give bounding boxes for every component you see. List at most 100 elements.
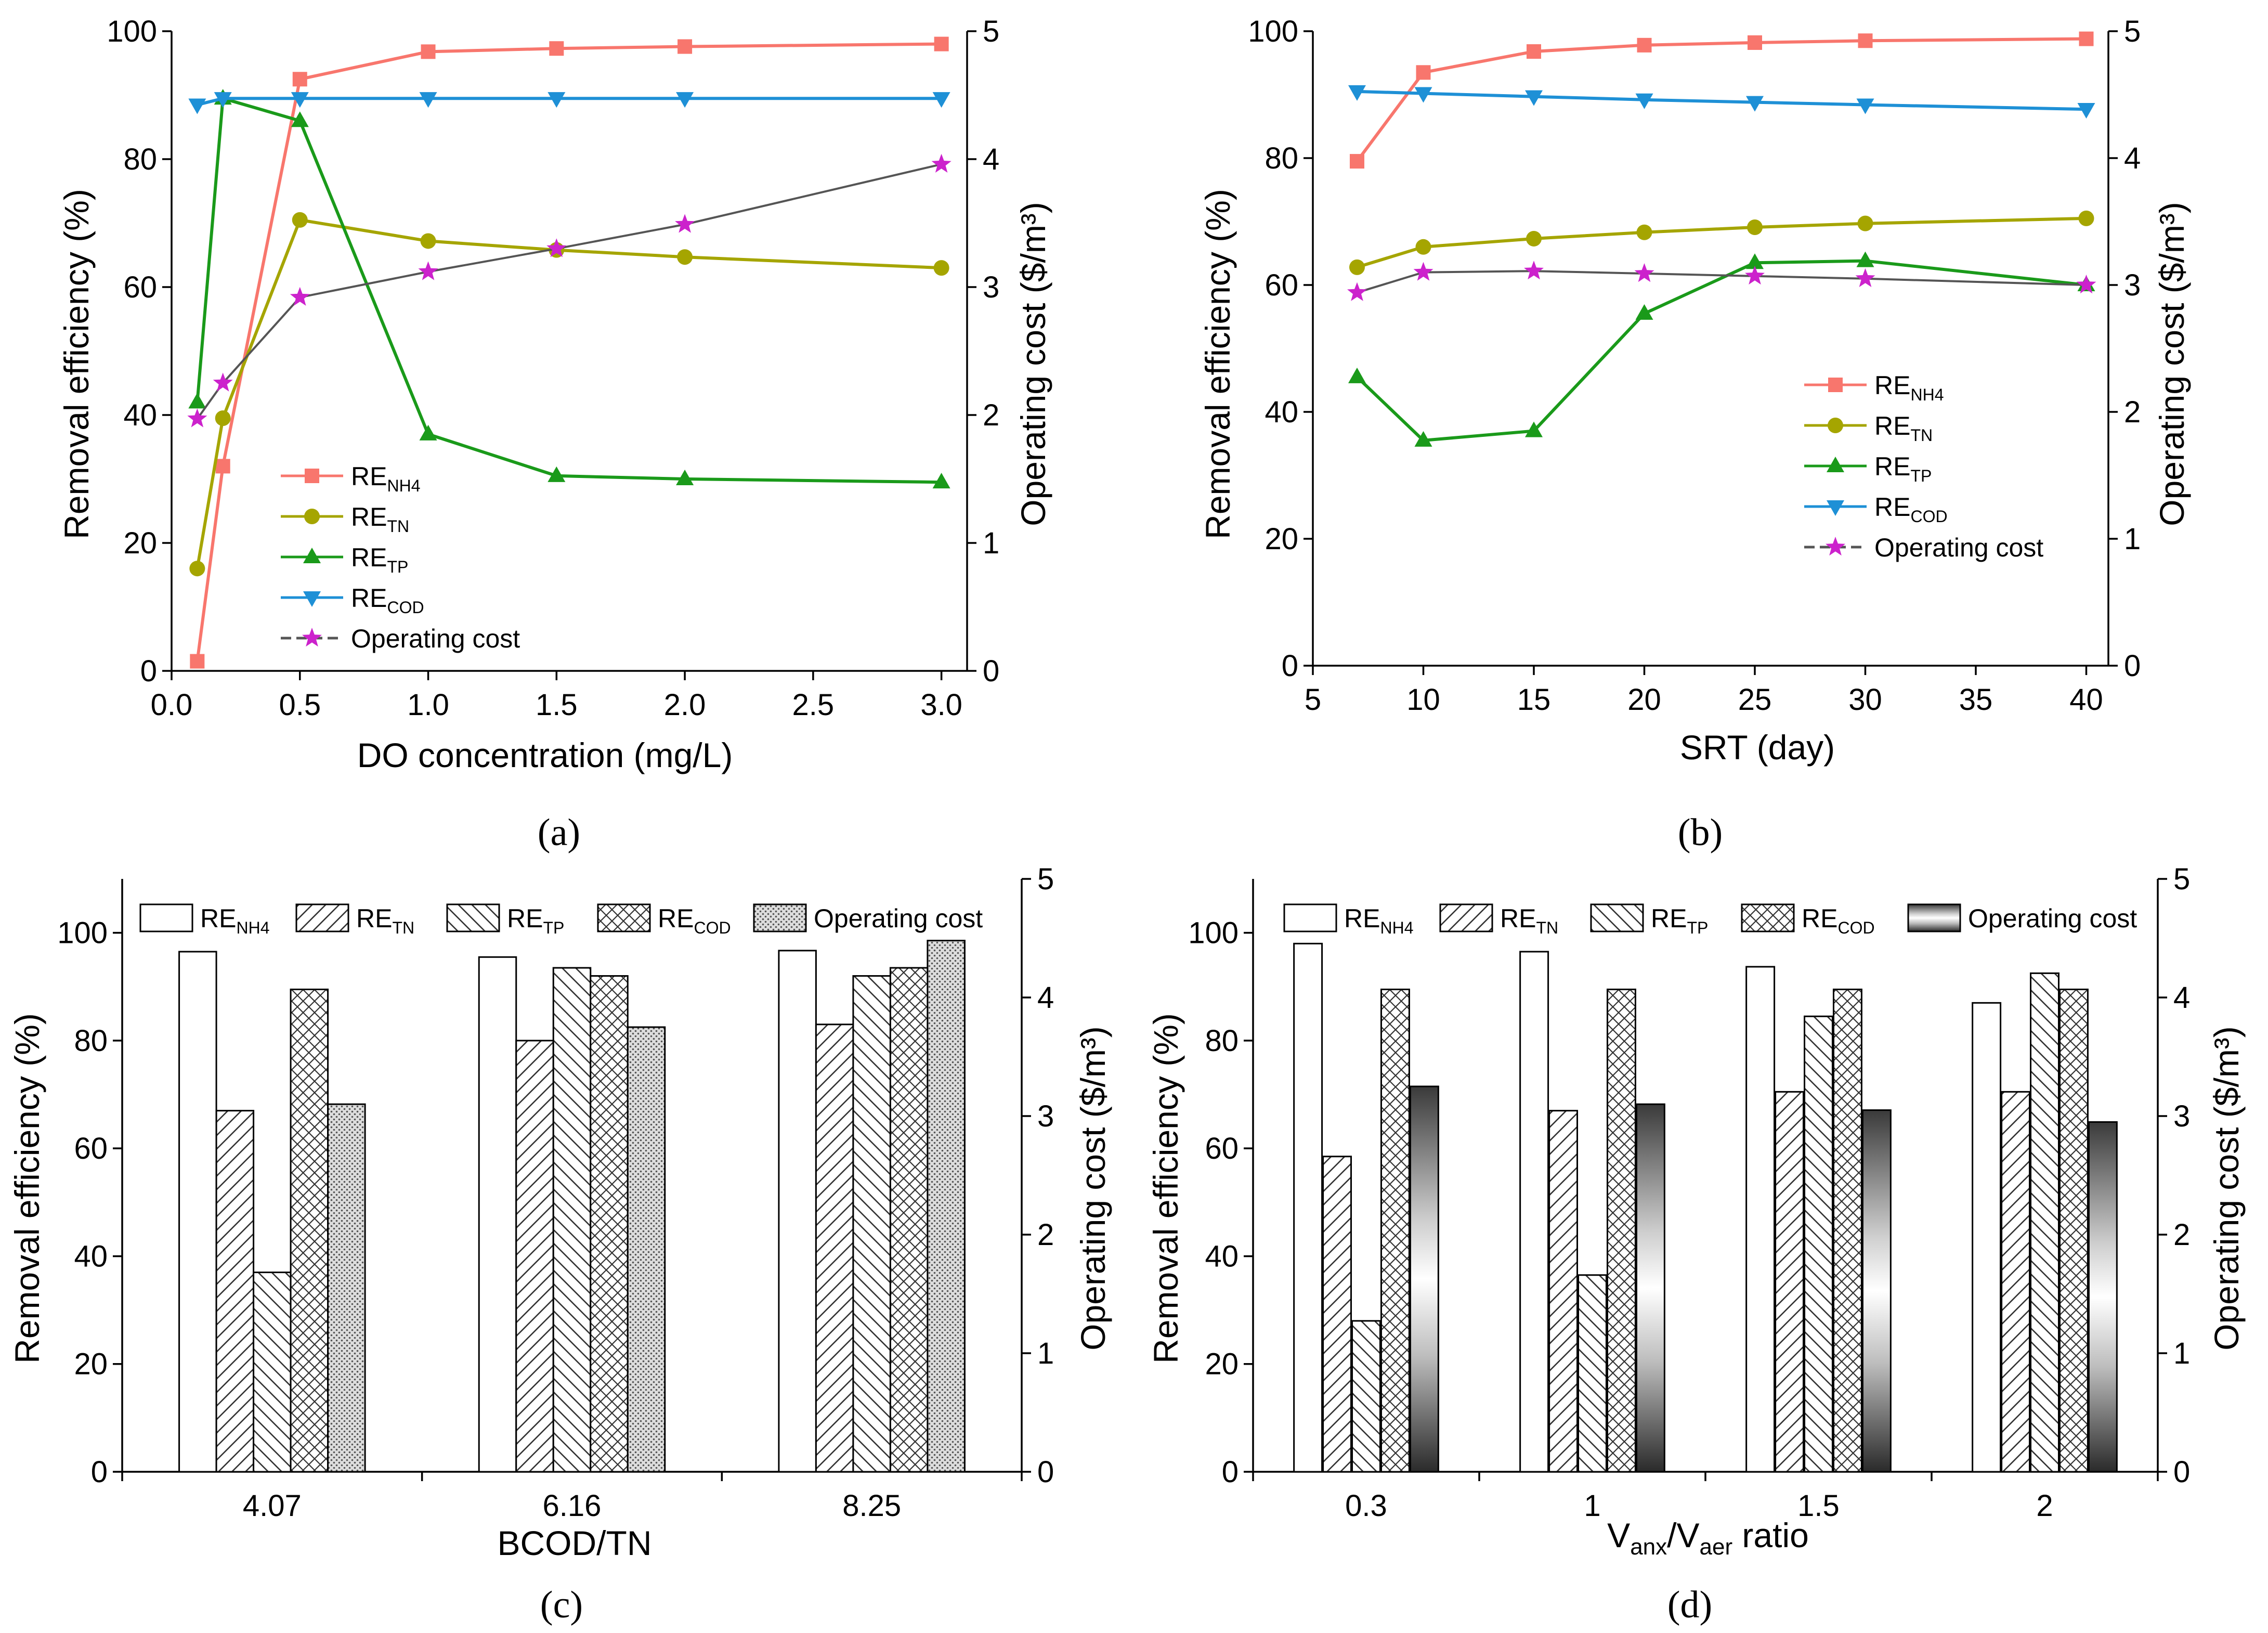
y2-tick-label: 5	[2124, 15, 2141, 48]
legend-swatch-tp	[446, 903, 500, 932]
panel-a-xlabel: DO concentration (mg/L)	[357, 736, 733, 774]
legend-label-main: RE	[658, 904, 694, 933]
data-point-cost	[931, 153, 951, 173]
bar-cost	[627, 1026, 666, 1473]
legend-entry-nh4: RENH4	[1283, 903, 1413, 937]
legend-label-sub: TN	[1910, 426, 1933, 445]
y-tick-label: 60	[74, 1132, 108, 1165]
legend-label-tn: RETN	[1500, 904, 1558, 937]
legend-entry-tp: RETP	[281, 543, 408, 576]
data-point-nh4	[292, 72, 307, 87]
data-point-tn	[292, 212, 308, 228]
data-point-tn	[2078, 210, 2094, 226]
legend-marker-tp	[1827, 457, 1844, 472]
legend-label-nh4: RENH4	[1874, 371, 1944, 404]
y-tick-label: 80	[1265, 141, 1298, 175]
data-point-cost	[1634, 263, 1654, 282]
y-tick-label: 80	[123, 142, 157, 176]
legend-label-main: Operating cost	[1874, 533, 2043, 562]
legend-label-main: RE	[351, 462, 387, 491]
legend-label-tn: RETN	[351, 502, 409, 536]
panel-c-plot-area: 0 20 40 60 80 100 0 1 2 3 4 5 4.07 6.16 8.25	[57, 862, 1054, 1523]
data-point-tp	[419, 424, 437, 440]
legend-entry-cost: Operating cost	[753, 903, 983, 933]
data-point-tn	[215, 410, 231, 426]
y-tick-label: 0	[1282, 649, 1298, 683]
y2-tick-label: 4	[2124, 141, 2141, 175]
y2-tick-label: 0	[2173, 1455, 2190, 1489]
y-tick-label: 100	[57, 916, 108, 950]
bar-nh4	[1293, 942, 1323, 1473]
panel-d-xlabel-main: V	[1607, 1516, 1630, 1554]
data-point-nh4	[1858, 33, 1873, 48]
bar-cod	[2058, 988, 2089, 1473]
legend-marker-cod	[1827, 500, 1844, 516]
legend-entry-cost: Operating cost	[281, 624, 520, 653]
legend-swatch-cost	[1907, 903, 1961, 932]
data-point-tn	[189, 561, 205, 577]
legend-label-main: RE	[507, 904, 543, 933]
y2-tick-label: 4	[2173, 981, 2190, 1015]
x-tick-label: 8.25	[842, 1489, 901, 1523]
x-tick-label: 0.0	[151, 688, 193, 722]
data-point-cost	[2076, 275, 2096, 294]
legend-label-sub: TP	[387, 558, 408, 576]
panel-a-plot-area: 0 20 40 60 80 100 0 1 2 3 4 5 0.0 0.5 1.0 1.5 2.0 2.5 3.0	[107, 15, 999, 722]
legend-label-main: RE	[1500, 904, 1536, 933]
x-tick-label: 1.5	[1797, 1489, 1840, 1523]
data-point-tp	[548, 466, 566, 482]
y-tick-label: 100	[1188, 916, 1239, 950]
bar-tn	[1322, 1156, 1352, 1473]
x-tick-label: 2.0	[664, 688, 706, 722]
data-point-tp	[1856, 251, 1874, 267]
bar-tp	[852, 975, 891, 1473]
data-point-cost	[675, 214, 695, 233]
x-tick-label: 10	[1406, 683, 1440, 717]
legend-entry-cod: RECOD	[1804, 493, 1948, 526]
bar-tp	[2030, 972, 2060, 1473]
x-tick-label: 4.07	[243, 1489, 302, 1523]
legend-label-sub: NH4	[1910, 385, 1944, 404]
legend-label-sub: TP	[1687, 918, 1708, 937]
y2-tick-label: 1	[2124, 522, 2141, 556]
legend-label-main: RE	[1344, 904, 1380, 933]
data-point-cod	[1414, 87, 1432, 103]
legend-label-sub: COD	[1837, 918, 1874, 937]
data-point-cost	[546, 238, 567, 257]
y-tick-label: 60	[1205, 1132, 1239, 1165]
legend-label-main: RE	[1651, 904, 1687, 933]
data-point-nh4	[1748, 35, 1762, 50]
panel-d-xlabel-mid: /V	[1667, 1516, 1699, 1554]
data-point-nh4	[421, 44, 436, 59]
bar-nh4	[1972, 1002, 2002, 1473]
panel-d-plot-area: 0 20 40 60 80 100 0 1 2 3 4 5 0.3 1 1.5 2	[1188, 862, 2190, 1523]
legend-swatch-tp	[1590, 903, 1644, 932]
panel-c-legend: RENH4 RETN RETP RECOD Operating cost	[139, 903, 983, 937]
legend-label-sub: COD	[1910, 507, 1947, 526]
bar-nh4	[1519, 951, 1549, 1473]
legend-label-sub: NH4	[236, 918, 269, 937]
bar-cod	[1606, 988, 1636, 1473]
panel-d-ylabel: Removal efficiency (%)	[1146, 1013, 1185, 1364]
panel-a-label: (a)	[538, 811, 580, 854]
x-tick-label: 2.5	[792, 688, 835, 722]
panel-b-plot-area: 0 20 40 60 80 100 0 1 2 3 4 5 5 10 15 20 25 30 35 40	[1248, 15, 2141, 717]
y-tick-label: 20	[74, 1347, 108, 1381]
x-tick-label: 6.16	[543, 1489, 602, 1523]
bar-tp	[552, 967, 592, 1473]
x-tick-label: 0.5	[279, 688, 321, 722]
series-line-tp	[1355, 259, 2087, 443]
y-tick-label: 20	[1265, 522, 1298, 556]
legend-label-sub: TP	[543, 918, 564, 937]
panel-d-xlabel-sub1: anx	[1630, 1534, 1667, 1560]
legend-entry-nh4: RENH4	[1804, 371, 1944, 404]
legend-entry-cost: Operating cost	[1907, 903, 2137, 933]
legend-entry-tn: RETN	[281, 502, 409, 536]
data-point-tn	[1857, 215, 1873, 231]
y2-tick-label: 3	[983, 270, 999, 304]
x-tick-label: 3.0	[920, 688, 962, 722]
